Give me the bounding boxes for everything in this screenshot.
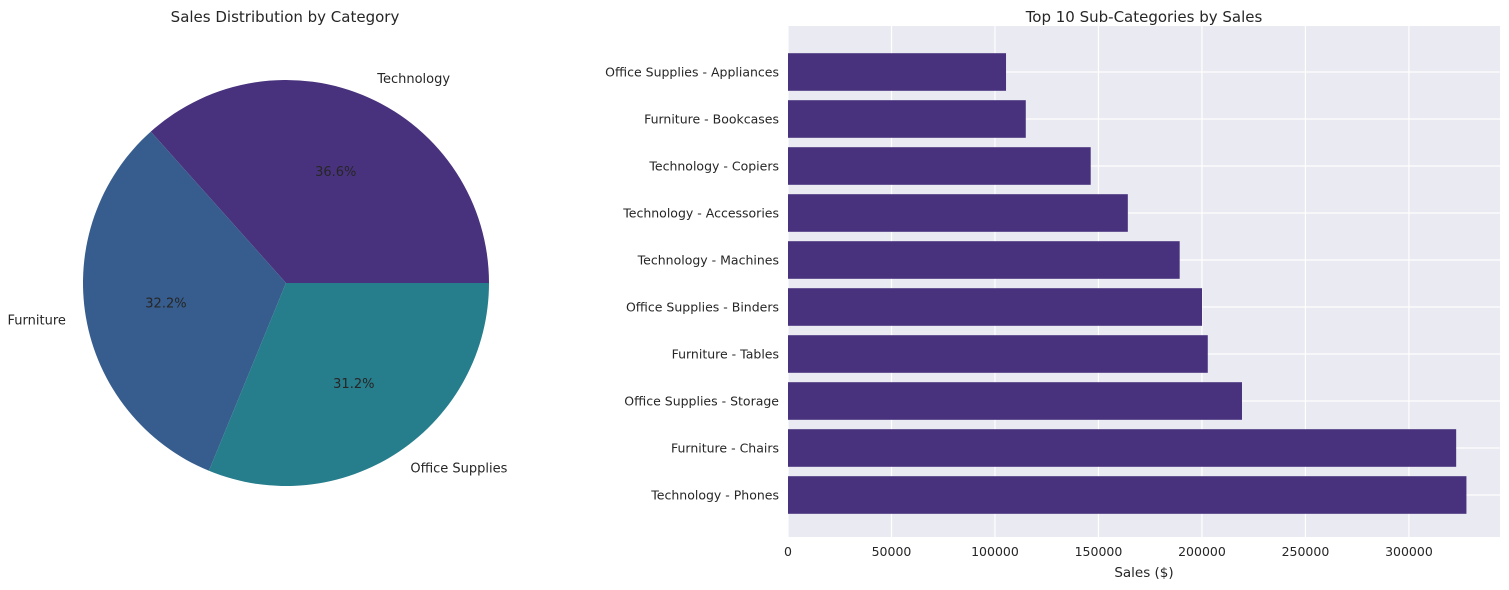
pie-slices <box>83 79 489 486</box>
pie-label-office-supplies: Office Supplies <box>410 461 507 476</box>
x-tick-label: 150000 <box>1075 544 1123 559</box>
pie-title: Sales Distribution by Category <box>171 8 400 26</box>
x-tick-labels: 0 50000 100000 150000 200000 250000 300000 <box>784 544 1433 559</box>
pie-label-technology: Technology <box>376 72 450 87</box>
bar-chart: Top 10 Sub-Categories by Sales Technolog… <box>605 8 1500 581</box>
bar-furniture-bookcases <box>788 100 1026 138</box>
bar-title: Top 10 Sub-Categories by Sales <box>1025 8 1263 26</box>
bar-technology-machines <box>788 241 1180 279</box>
pie-pct-label: 32.2% <box>145 297 186 312</box>
x-tick-label: 0 <box>784 544 792 559</box>
y-tick-label: Office Supplies - Binders <box>626 300 779 315</box>
y-tick-label: Technology - Phones <box>650 488 779 503</box>
bar-office-supplies-binders <box>788 288 1203 326</box>
y-tick-label: Office Supplies - Appliances <box>605 65 779 80</box>
y-tick-label: Furniture - Chairs <box>671 441 779 456</box>
pie-slice-furniture <box>83 131 286 471</box>
pie-chart: Sales Distribution by Category 36.6% Tech… <box>8 8 508 486</box>
x-tick-label: 300000 <box>1385 544 1433 559</box>
bar-office-supplies-appliances <box>788 53 1007 91</box>
x-tick-label: 250000 <box>1282 544 1330 559</box>
pie-labels: 36.6% Technology 32.2% Furniture 31.2% Office… <box>8 72 508 476</box>
bar-technology-accessories <box>788 194 1128 232</box>
pie-pct-label: 36.6% <box>315 165 356 180</box>
bar-office-supplies-storage <box>788 382 1242 420</box>
y-tick-label: Technology - Accessories <box>622 206 779 221</box>
y-tick-label: Furniture - Bookcases <box>644 112 779 127</box>
bar-technology-phones <box>788 476 1467 514</box>
bar-technology-copiers <box>788 147 1091 185</box>
bar-furniture-chairs <box>788 429 1457 467</box>
bar-furniture-tables <box>788 335 1208 373</box>
pie-slice-technology <box>150 79 489 283</box>
y-tick-label: Office Supplies - Storage <box>624 394 779 409</box>
pie-label-furniture: Furniture <box>8 314 66 329</box>
x-tick-label: 100000 <box>971 544 1019 559</box>
x-tick-label: 200000 <box>1178 544 1226 559</box>
x-axis-label: Sales ($) <box>1114 565 1173 581</box>
y-tick-label: Technology - Machines <box>637 253 779 268</box>
y-tick-label: Furniture - Tables <box>672 347 779 362</box>
y-tick-labels: Technology - Phones Furniture - Chairs Off… <box>605 65 779 503</box>
pie-pct-label: 31.2% <box>333 377 374 392</box>
y-tick-label: Technology - Copiers <box>648 159 779 174</box>
bars <box>788 53 1467 514</box>
pie-slice-office-supplies <box>208 283 489 486</box>
x-tick-label: 50000 <box>872 544 912 559</box>
